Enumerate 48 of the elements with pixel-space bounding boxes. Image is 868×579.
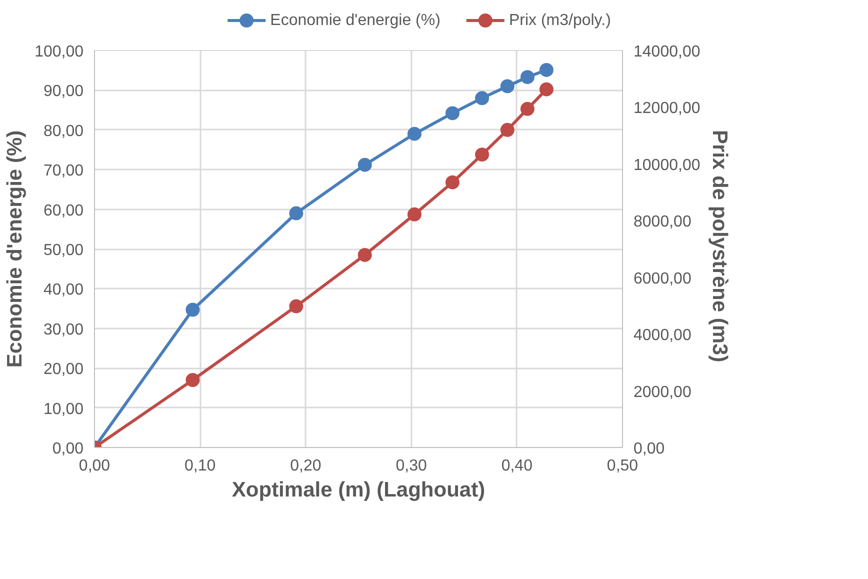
legend-label: Economie d'energie (%) (270, 12, 440, 29)
x-tick-label: 0,50 (606, 458, 638, 474)
y2-tick-label: 2000,00 (634, 384, 692, 401)
y-tick-label: 10,00 (43, 400, 84, 418)
x-tick-label: 0,40 (501, 458, 533, 474)
point (186, 302, 200, 317)
y2-tick-label: 10000,00 (634, 156, 700, 174)
point (289, 206, 304, 220)
y2-tick-label: 6000,00 (634, 270, 692, 288)
point (186, 373, 200, 387)
y2-tick-label: 4000,00 (634, 327, 692, 344)
point (445, 175, 460, 190)
y-tick-label: 50,00 (43, 242, 84, 259)
legend-label: Prix (m3/poly.) (508, 12, 611, 29)
point (500, 122, 514, 137)
point (475, 91, 490, 106)
point (358, 248, 372, 262)
point (358, 158, 372, 172)
point (500, 79, 514, 94)
y-tick-label: 30,00 (43, 321, 84, 338)
y2-tick-label: 12000,00 (634, 100, 700, 118)
x-axis-title: Xoptimale (m) (Laghouat) (232, 478, 486, 502)
y-tick-label: 100,00 (34, 44, 84, 60)
point (539, 82, 554, 96)
y-tick-label: 90,00 (43, 83, 84, 100)
point (520, 102, 534, 116)
y-tick-label: 60,00 (43, 202, 84, 220)
x-tick-label: 0,00 (78, 458, 110, 474)
y-tick-label: 0,00 (52, 440, 84, 458)
y2-tick-label: 14000,00 (634, 44, 700, 60)
point (445, 106, 460, 120)
y-tick-label: 70,00 (43, 162, 84, 180)
y-tick-label: 80,00 (43, 122, 84, 140)
point (407, 207, 422, 222)
point (407, 126, 422, 141)
point (520, 70, 534, 84)
y-tick-label: 40,00 (43, 282, 84, 299)
x-tick-label: 0,30 (396, 458, 427, 474)
y2-tick-label: 0,00 (634, 440, 665, 458)
y-axis-title: Economie d'energie (%) (4, 130, 27, 368)
point (289, 299, 304, 314)
x-tick-label: 0,20 (290, 458, 322, 474)
y2-tick-label: 8000,00 (634, 214, 692, 231)
point (539, 62, 554, 77)
x-tick-label: 0,10 (184, 458, 216, 474)
y2-axis-title: Prix de polystrène (m3) (708, 130, 732, 362)
point (475, 148, 490, 162)
y-tick-label: 20,00 (43, 361, 84, 378)
